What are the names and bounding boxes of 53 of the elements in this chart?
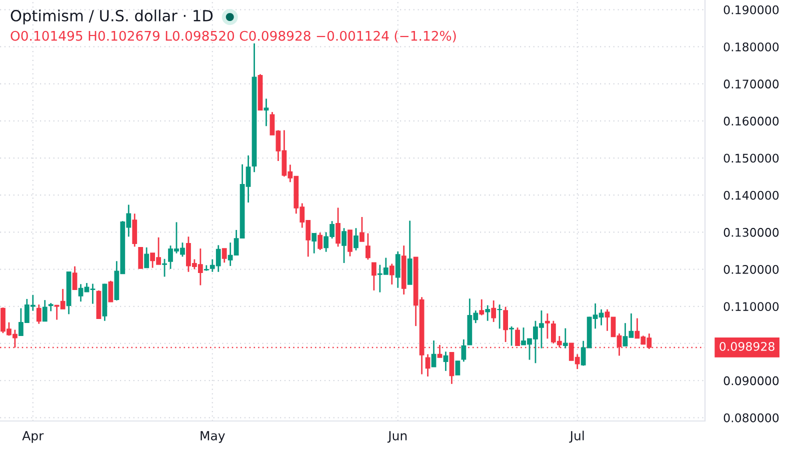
y-tick-label: 0.080000 — [724, 413, 779, 422]
candlestick — [461, 338, 466, 362]
y-tick-label: 0.160000 — [724, 116, 779, 126]
y-tick-label: 0.090000 — [724, 376, 779, 386]
candlestick — [389, 263, 394, 286]
candlestick — [449, 352, 454, 385]
candlestick — [562, 328, 568, 349]
candlestick — [132, 212, 138, 248]
candlestick — [503, 306, 508, 343]
y-tick-label: 0.150000 — [724, 154, 779, 163]
candlestick — [222, 248, 227, 264]
y-tick-label: 0.190000 — [724, 5, 779, 14]
x-tick-label: Jun — [387, 431, 407, 443]
candlestick — [371, 262, 376, 292]
candlestick — [342, 227, 346, 264]
y-tick-label: 0.120000 — [724, 265, 779, 274]
y-tick-label: 0.180000 — [724, 42, 779, 52]
candlestick — [431, 340, 436, 368]
candlestick — [42, 299, 48, 322]
candlestick — [360, 216, 364, 242]
candlestick — [455, 360, 460, 376]
candlestick — [497, 304, 502, 330]
candlestick — [108, 280, 114, 303]
y-tick-label: 0.170000 — [724, 80, 779, 88]
candlestick — [354, 227, 358, 252]
candlestick — [72, 266, 78, 290]
candlestick — [144, 246, 150, 269]
candlestick — [395, 250, 400, 289]
y-tick-label: 0.130000 — [724, 228, 779, 237]
candlestick — [545, 312, 550, 340]
candlestick — [36, 304, 42, 325]
x-tick-label: Jul — [569, 430, 584, 443]
candlestick — [485, 304, 490, 322]
candlestick — [264, 98, 269, 127]
x-tick-label: May — [200, 431, 225, 443]
text: O0.101495 H0.102679 L0.098520 C0.098928 −0.001124 (−1.12%) — [10, 30, 456, 42]
candlestick — [312, 232, 317, 254]
candlestick — [479, 298, 484, 316]
candlestick — [443, 350, 448, 372]
candlestick — [425, 354, 430, 378]
ref-line-label: 0.098928 — [720, 342, 774, 351]
candlestick — [348, 229, 352, 258]
candlestick — [509, 326, 514, 346]
y-tick-label: 0.140000 — [724, 190, 779, 200]
candlestick — [138, 247, 144, 269]
candlestick — [318, 232, 323, 251]
candlestick — [366, 232, 370, 260]
candlestick — [336, 207, 340, 248]
candlestick — [491, 300, 496, 323]
candlestick — [162, 258, 167, 278]
x-tick-label: Apr — [22, 431, 44, 443]
text: Optimism / U.S. dollar · 1D — [10, 10, 213, 24]
y-tick-label: 0.110000 — [724, 302, 779, 312]
